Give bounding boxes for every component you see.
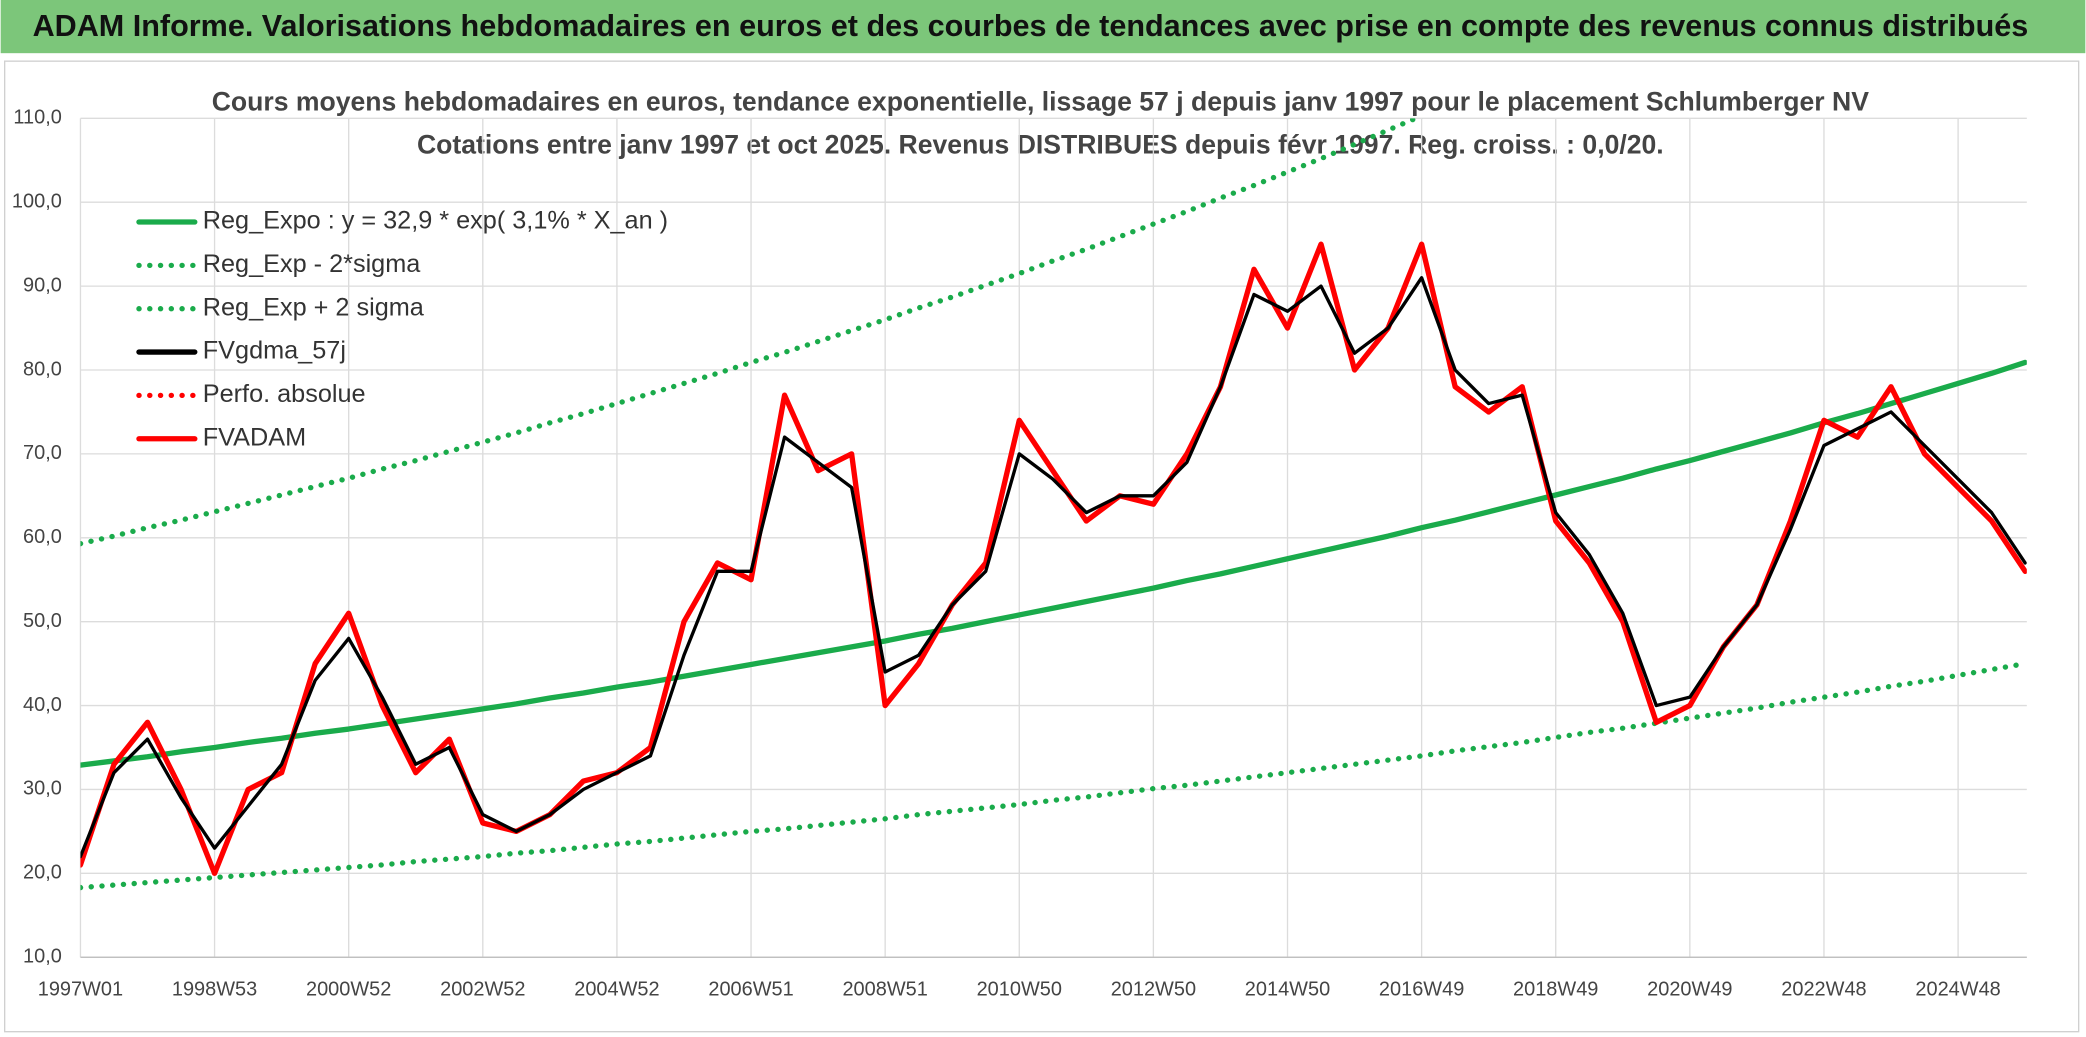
y-tick-label: 110,0 (13, 107, 61, 129)
y-tick-label: 20,0 (23, 862, 62, 884)
x-tick-label: 2024W48 (1915, 979, 2000, 1001)
chart-frame (4, 60, 2080, 1033)
y-tick-label: 70,0 (23, 442, 62, 464)
x-tick-label: 2002W52 (440, 979, 525, 1001)
y-tick-label: 50,0 (23, 610, 62, 632)
series-line (80, 359, 2027, 768)
grid: 10,0 20,0 30,0 40,0 50,0 60,0 70,0 80,0 90,0 100,… (12, 107, 2027, 1001)
plot-area (80, 118, 2027, 891)
y-tick-label: 90,0 (23, 274, 62, 296)
legend-label: Perfo. absolue (203, 380, 366, 408)
subtitle: Cours moyens hebdomadaires en euros, ten… (212, 87, 1870, 117)
series-line (80, 118, 1423, 547)
x-tick-label: 2020W49 (1647, 979, 1732, 1001)
x-tick-label: 2008W51 (842, 979, 927, 1001)
y-tick-label: 80,0 (23, 358, 62, 380)
x-tick-label: 2022W48 (1781, 979, 1866, 1001)
x-tick-label: 2012W50 (1111, 979, 1196, 1001)
x-tick-label: 2000W52 (306, 979, 391, 1001)
x-tick-label: 2010W50 (977, 979, 1062, 1001)
legend-label: FVgdma_57j (203, 337, 346, 365)
y-tick-label: 30,0 (23, 778, 62, 800)
x-tick-label: 2016W49 (1379, 979, 1464, 1001)
subtitle: Cotations entre janv 1997 et oct 2025. R… (417, 129, 1664, 159)
y-tick-label: 100,0 (12, 190, 62, 212)
legend-label: Reg_Exp - 2*sigma (203, 250, 421, 278)
series-line (80, 241, 2027, 876)
y-tick-label: 10,0 (23, 945, 62, 967)
y-tick-label: 40,0 (23, 694, 62, 716)
x-tick-label: 2004W52 (574, 979, 659, 1001)
series-line (80, 660, 2027, 891)
legend-label: Reg_Exp + 2 sigma (203, 293, 425, 321)
header-bar (0, 0, 2086, 54)
legend-label: Reg_Expo : y = 32,9 * exp( 3,1% * X_an ) (203, 207, 668, 235)
series-line (80, 276, 2027, 859)
x-tick-label: 2006W51 (708, 979, 793, 1001)
y-tick-label: 60,0 (23, 526, 62, 548)
x-tick-label: 1997W01 (38, 979, 123, 1001)
x-tick-label: 1998W53 (172, 979, 257, 1001)
page-title: ADAM Informe. Valorisations hebdomadaire… (33, 9, 2029, 43)
legend-label: FVADAM (203, 423, 306, 451)
x-tick-label: 2014W50 (1245, 979, 1330, 1001)
legend: Reg_Expo : y = 32,9 * exp( 3,1% * X_an )… (136, 207, 668, 451)
x-tick-label: 2018W49 (1513, 979, 1598, 1001)
